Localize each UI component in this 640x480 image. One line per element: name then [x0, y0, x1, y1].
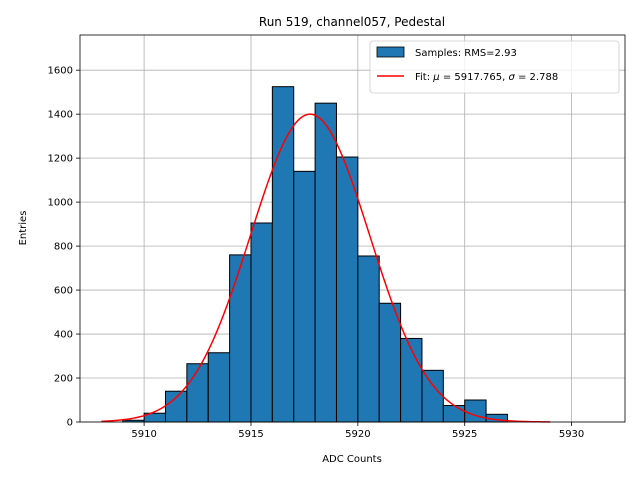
x-axis-ticks: 5910 5915 5920 5925 5930	[131, 422, 584, 440]
y-axis-label: Entries	[18, 211, 29, 246]
histogram-bar	[207, 352, 231, 423]
y-axis-ticks: 0 200 400 600 800 1000 1200 1400 1600	[48, 66, 80, 429]
x-tick-label: 5920	[345, 429, 370, 440]
histogram-bar	[421, 369, 444, 423]
fit-curve	[101, 113, 551, 423]
y-tick-label: 1400	[48, 110, 73, 121]
x-tick-label: 5910	[131, 429, 156, 440]
legend-box	[369, 40, 620, 94]
x-axis-label: ADC Counts	[322, 454, 382, 465]
histogram-bars	[122, 86, 508, 423]
histogram-bar	[250, 222, 273, 423]
legend-histogram-label: Samples: RMS=2.93	[415, 48, 517, 59]
histogram-bar	[164, 390, 188, 423]
plot-frame	[79, 34, 626, 423]
legend: Samples: RMS=2.93 Fit: μ = 5917.765, σ =…	[369, 40, 620, 94]
histogram-bar	[229, 254, 252, 423]
chart-title: Run 519, channel057, Pedestal	[259, 15, 445, 29]
y-tick-label: 0	[67, 418, 73, 429]
y-tick-label: 800	[54, 242, 73, 253]
histogram-bar	[314, 102, 337, 423]
histogram-bar	[335, 156, 359, 423]
legend-fit-label: Fit: μ = 5917.765, σ = 2.788	[415, 72, 558, 83]
histogram-bar	[293, 170, 316, 423]
histogram-bar	[186, 363, 209, 423]
y-tick-label: 400	[54, 330, 73, 341]
y-tick-label: 1600	[48, 66, 73, 77]
histogram-bar	[400, 337, 423, 423]
y-tick-label: 1000	[48, 198, 73, 209]
legend-histogram-swatch	[376, 46, 405, 58]
x-tick-label: 5925	[452, 429, 477, 440]
y-tick-label: 600	[54, 286, 73, 297]
x-tick-label: 5930	[559, 429, 584, 440]
histogram-bar	[357, 255, 380, 423]
histogram-bar	[271, 86, 295, 423]
histogram-bar	[464, 399, 487, 423]
histogram-bar	[442, 405, 466, 423]
histogram-bar	[378, 302, 402, 423]
x-tick-label: 5915	[238, 429, 263, 440]
y-tick-label: 1200	[48, 154, 73, 165]
y-tick-label: 200	[54, 374, 73, 385]
